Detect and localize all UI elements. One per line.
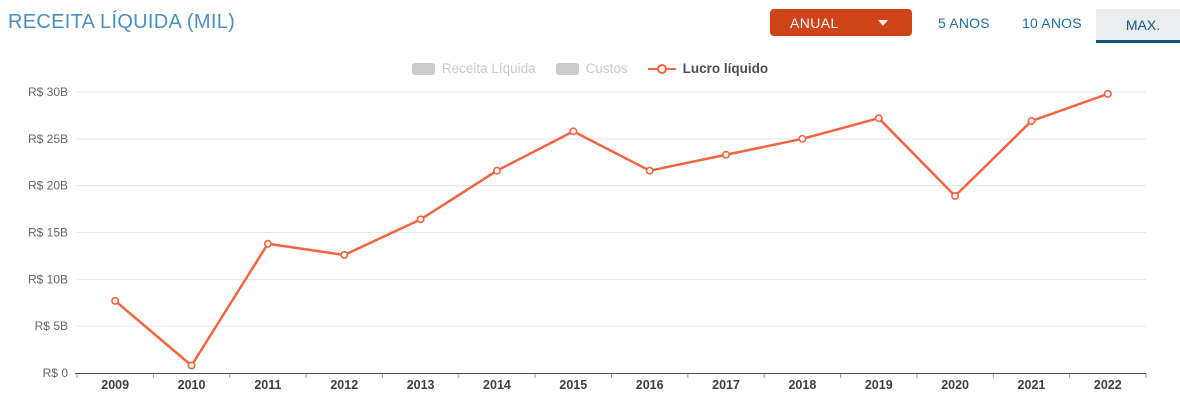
x-axis-label: 2014 xyxy=(483,378,511,392)
series-swatch-icon xyxy=(411,62,435,75)
data-point-2015[interactable] xyxy=(569,127,578,136)
data-point-2010[interactable] xyxy=(187,361,196,370)
data-point-2021[interactable] xyxy=(1027,117,1036,126)
series-swatch-icon xyxy=(555,62,579,75)
x-axis-label: 2009 xyxy=(101,378,129,392)
data-point-2020[interactable] xyxy=(951,191,960,200)
legend-item-custos[interactable]: Custos xyxy=(555,61,628,76)
y-axis-label: R$ 30B xyxy=(28,85,68,99)
legend-label: Custos xyxy=(585,61,628,76)
x-axis-label: 2021 xyxy=(1018,378,1046,392)
legend-item-lucro-liquido[interactable]: Lucro líquido xyxy=(647,61,769,76)
chart-legend: Receita Líquida Custos Lucro líquido xyxy=(0,61,1180,76)
lucro-liquido-line xyxy=(113,92,1110,367)
data-point-2022[interactable] xyxy=(1103,89,1112,98)
x-axis-label: 2013 xyxy=(407,378,435,392)
range-button-5-anos[interactable]: 5 ANOS xyxy=(938,15,990,31)
x-axis-label: 2017 xyxy=(712,378,740,392)
y-axis-label: R$ 20B xyxy=(28,179,68,193)
data-point-2013[interactable] xyxy=(416,215,425,224)
chevron-down-icon xyxy=(878,19,888,26)
data-point-2014[interactable] xyxy=(492,166,501,175)
data-point-2018[interactable] xyxy=(798,134,807,143)
legend-item-receita-liquida[interactable]: Receita Líquida xyxy=(411,61,536,76)
x-axis-label: 2019 xyxy=(865,378,893,392)
data-point-2017[interactable] xyxy=(722,150,731,159)
x-axis-label: 2016 xyxy=(636,378,664,392)
legend-label: Receita Líquida xyxy=(441,61,536,76)
range-button-max[interactable]: MAX. xyxy=(1096,9,1180,43)
y-axis-label: R$ 15B xyxy=(28,226,68,240)
x-axis-label: 2011 xyxy=(254,378,281,392)
y-axis-label: R$ 5B xyxy=(35,319,68,333)
data-point-2011[interactable] xyxy=(263,239,272,248)
period-dropdown[interactable]: ANUAL xyxy=(770,9,912,36)
data-point-2019[interactable] xyxy=(874,114,883,123)
x-axis-label: 2015 xyxy=(559,378,587,392)
y-axis-label: R$ 25B xyxy=(28,132,68,146)
x-axis-label: 2018 xyxy=(788,378,816,392)
y-axis-label: R$ 0 xyxy=(43,366,69,380)
period-dropdown-label: ANUAL xyxy=(790,14,839,31)
legend-label: Lucro líquido xyxy=(682,61,769,76)
x-axis-label: 2012 xyxy=(330,378,358,392)
line-marker-icon xyxy=(647,63,676,74)
data-point-2016[interactable] xyxy=(645,166,654,175)
x-axis-label: 2022 xyxy=(1094,378,1122,392)
y-axis-label: R$ 10B xyxy=(28,272,68,286)
range-button-10-anos[interactable]: 10 ANOS xyxy=(1022,15,1082,31)
data-point-2012[interactable] xyxy=(340,250,349,259)
x-axis-label: 2020 xyxy=(941,378,969,392)
data-point-2009[interactable] xyxy=(111,296,120,305)
page-title: RECEITA LÍQUIDA (MIL) xyxy=(8,11,236,33)
x-axis-label: 2010 xyxy=(178,378,206,392)
